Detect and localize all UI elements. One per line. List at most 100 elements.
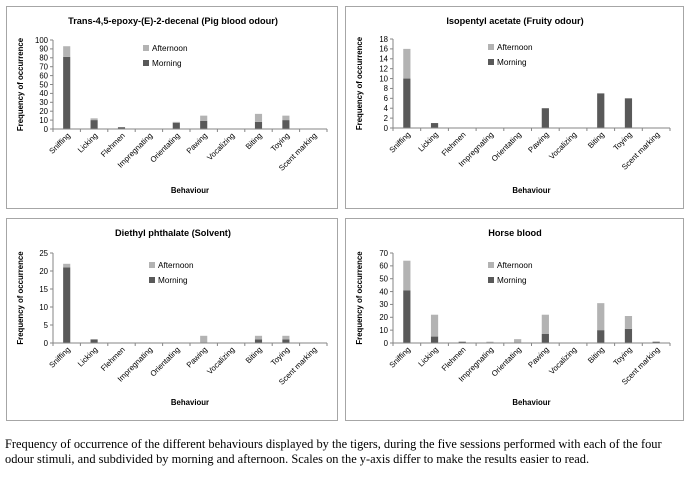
y-tick-label: 12 xyxy=(379,64,388,73)
y-tick-label: 0 xyxy=(44,125,49,134)
bar-afternoon-pawing xyxy=(200,335,208,343)
y-tick-label: 0 xyxy=(384,124,389,133)
x-tick-label: Flehmen xyxy=(99,345,127,373)
legend-swatch-morning xyxy=(488,277,494,283)
bar-morning-flehmen xyxy=(117,127,126,129)
legend-label-afternoon: Afternoon xyxy=(497,43,533,52)
bar-morning-flehmen xyxy=(458,341,466,343)
y-tick-label: 30 xyxy=(379,300,388,309)
y-tick-label: 50 xyxy=(379,275,388,284)
bar-afternoon-biting xyxy=(597,303,605,331)
y-tick-label: 2 xyxy=(384,114,388,123)
y-axis-label: Frequency of occurrence xyxy=(16,37,25,131)
x-tick-label: Biting xyxy=(586,345,606,365)
x-tick-label: Sniffing xyxy=(388,130,413,155)
y-tick-label: 0 xyxy=(44,339,49,348)
y-axis-label: Frequency of occurrence xyxy=(16,251,25,345)
y-tick-label: 60 xyxy=(39,71,48,80)
chart-svg-pig-blood-odour: Trans-4,5-epoxy-(E)-2-decenal (Pig blood… xyxy=(16,16,328,195)
x-tick-label: Sniffing xyxy=(388,345,413,370)
legend-label-afternoon: Afternoon xyxy=(152,44,188,53)
x-tick-label: Pawing xyxy=(185,345,209,369)
x-tick-label: Flehmen xyxy=(99,131,127,159)
chart-title: Isopentyl acetate (Fruity odour) xyxy=(446,16,583,26)
x-tick-label: Flehmen xyxy=(440,130,468,158)
bar-morning-sniffing xyxy=(403,290,411,343)
y-tick-label: 10 xyxy=(39,303,48,312)
y-tick-label: 50 xyxy=(39,80,48,89)
y-tick-label: 70 xyxy=(39,63,48,72)
legend-swatch-morning xyxy=(149,277,155,283)
y-tick-label: 60 xyxy=(379,262,388,271)
x-tick-label: Licking xyxy=(76,345,100,369)
figure-caption: Frequency of occurrence of the different… xyxy=(5,437,662,466)
legend-swatch-afternoon xyxy=(488,44,494,50)
legend-swatch-morning xyxy=(143,60,149,66)
chart-svg-solvent: Diethyl phthalate (Solvent) Frequency of … xyxy=(16,228,328,407)
bar-morning-biting xyxy=(597,93,605,128)
chart-panel-fruity-odour: Isopentyl acetate (Fruity odour) Frequenc… xyxy=(345,6,684,209)
y-tick-label: 90 xyxy=(39,45,48,54)
y-tick-label: 20 xyxy=(379,313,388,322)
chart-svg-horse-blood: Horse blood Frequency of occurrence 0 10 20 3… xyxy=(355,228,671,407)
bar-afternoon-toying xyxy=(282,335,290,340)
y-tick-label: 70 xyxy=(379,249,388,258)
chart-panel-solvent: Diethyl phthalate (Solvent) Frequency of … xyxy=(6,218,338,421)
x-tick-label: Biting xyxy=(586,130,606,150)
bar-morning-orientating xyxy=(172,122,180,129)
x-tick-label: Orientating xyxy=(148,345,181,378)
x-tick-label: Licking xyxy=(76,131,100,155)
bar-afternoon-pawing xyxy=(200,115,208,121)
bar-morning-pawing xyxy=(200,120,208,129)
legend-label-afternoon: Afternoon xyxy=(497,261,533,270)
y-axis-label: Frequency of occurrence xyxy=(355,251,364,345)
bar-afternoon-impregnating xyxy=(486,341,494,343)
bar-morning-toying xyxy=(282,120,290,129)
y-tick-label: 5 xyxy=(44,321,49,330)
x-tick-label: Pawing xyxy=(185,131,209,155)
bar-morning-toying xyxy=(624,98,633,128)
chart-panel-pig-blood-odour: Trans-4,5-epoxy-(E)-2-decenal (Pig blood… xyxy=(6,6,338,209)
bar-morning-licking xyxy=(430,336,439,343)
x-tick-label: Toying xyxy=(269,345,291,367)
y-tick-label: 10 xyxy=(379,326,388,335)
bar-afternoon-sniffing xyxy=(63,263,71,268)
legend-label-morning: Morning xyxy=(158,276,188,285)
chart-title: Diethyl phthalate (Solvent) xyxy=(115,228,231,238)
bar-afternoon-sniffing xyxy=(403,48,411,79)
bar-afternoon-pawing xyxy=(541,314,549,334)
x-axis-label: Behaviour xyxy=(171,186,209,195)
x-tick-label: Orientating xyxy=(490,130,523,163)
chart-svg-fruity-odour: Isopentyl acetate (Fruity odour) Frequenc… xyxy=(355,16,671,195)
bar-morning-biting xyxy=(597,330,605,343)
x-tick-label: Vocalizing xyxy=(547,345,578,376)
y-tick-label: 40 xyxy=(39,89,48,98)
x-axis-label: Behaviour xyxy=(512,186,550,195)
chart-title: Horse blood xyxy=(488,228,542,238)
x-tick-label: Flehmen xyxy=(440,345,468,373)
bar-morning-sniffing xyxy=(63,267,71,343)
x-tick-label: Pawing xyxy=(526,345,550,369)
x-tick-label: Sniffing xyxy=(47,345,72,370)
x-tick-label: Toying xyxy=(612,130,634,152)
legend-swatch-morning xyxy=(488,59,494,65)
x-tick-label: Sniffing xyxy=(47,131,72,156)
bar-afternoon-biting xyxy=(254,335,263,340)
bar-afternoon-orientating xyxy=(514,339,522,343)
x-tick-label: Pawing xyxy=(526,130,550,154)
y-tick-label: 6 xyxy=(384,94,388,103)
bar-morning-pawing xyxy=(541,108,549,128)
y-tick-label: 80 xyxy=(39,54,48,63)
legend-swatch-afternoon xyxy=(488,262,494,268)
bar-morning-scent-marking xyxy=(652,341,660,343)
chart-title: Trans-4,5-epoxy-(E)-2-decenal (Pig blood… xyxy=(68,16,278,26)
bar-afternoon-sniffing xyxy=(63,46,71,57)
bar-morning-pawing xyxy=(541,334,549,343)
chart-panel-horse-blood: Horse blood Frequency of occurrence 0 10 20 3… xyxy=(345,218,684,421)
legend-label-afternoon: Afternoon xyxy=(158,261,194,270)
x-tick-label: Toying xyxy=(269,131,291,153)
y-tick-label: 15 xyxy=(39,285,48,294)
x-tick-label: Licking xyxy=(416,130,440,154)
y-axis-label: Frequency of occurrence xyxy=(355,36,364,130)
x-tick-label: Vocalizing xyxy=(205,131,236,162)
